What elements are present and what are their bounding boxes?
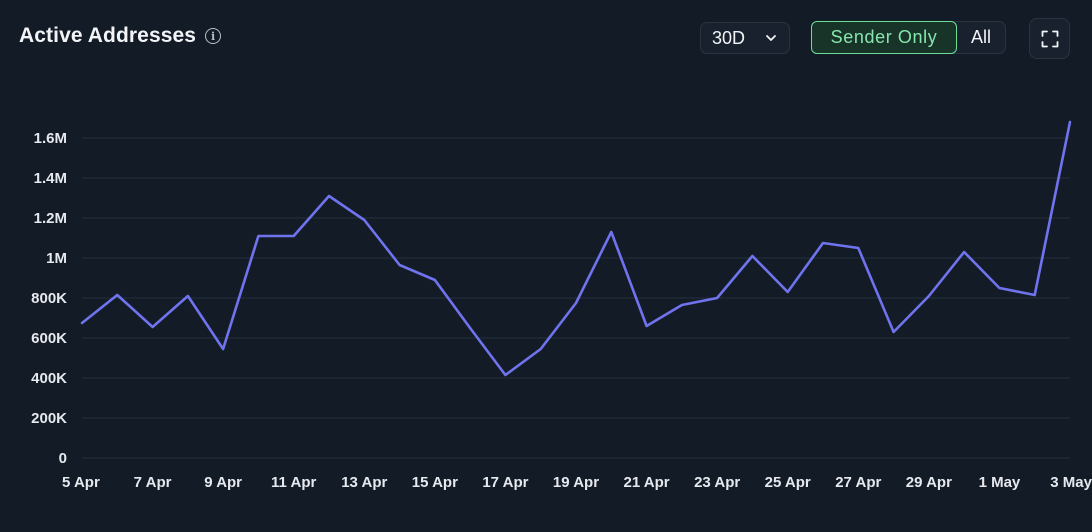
data-point[interactable] xyxy=(217,343,229,355)
data-point[interactable] xyxy=(464,322,476,334)
expand-icon xyxy=(1041,30,1058,47)
data-point[interactable] xyxy=(535,343,547,355)
data-point[interactable] xyxy=(993,282,1005,294)
data-point[interactable] xyxy=(182,290,194,302)
data-point[interactable] xyxy=(746,250,758,262)
data-point[interactable] xyxy=(711,292,723,304)
y-tick-label: 1.6M xyxy=(34,130,67,147)
x-tick-label: 29 Apr xyxy=(906,474,952,491)
data-point[interactable] xyxy=(1029,289,1041,301)
data-point[interactable] xyxy=(323,190,335,202)
x-tick-label: 9 Apr xyxy=(204,474,242,491)
fullscreen-button[interactable] xyxy=(1029,18,1070,59)
y-tick-label: 0 xyxy=(59,450,67,467)
series-layer xyxy=(76,116,1076,381)
data-point[interactable] xyxy=(252,230,264,242)
x-tick-label: 23 Apr xyxy=(694,474,740,491)
toggle-sender-only[interactable]: Sender Only xyxy=(811,21,957,54)
x-tick-label: 21 Apr xyxy=(624,474,670,491)
y-axis-tick-labels: 0 200K 400K 600K 800K 1M 1.2M 1.4M 1.6M xyxy=(31,130,67,467)
chart-title-text: Active Addresses xyxy=(19,24,197,47)
data-point[interactable] xyxy=(923,290,935,302)
x-tick-label: 13 Apr xyxy=(341,474,387,491)
data-point[interactable] xyxy=(852,242,864,254)
y-tick-label: 1.4M xyxy=(34,170,67,187)
toggle-all[interactable]: All xyxy=(970,27,991,47)
address-filter-toggle: Sender Only All xyxy=(811,21,1006,54)
data-point[interactable] xyxy=(605,226,617,238)
x-axis-tick-labels: 5 Apr 7 Apr 9 Apr 11 Apr 13 Apr 15 Apr 17 Apr 1… xyxy=(62,474,1092,491)
x-tick-label: 5 Apr xyxy=(62,474,100,491)
y-tick-label: 400K xyxy=(31,370,67,387)
data-point[interactable] xyxy=(429,274,441,286)
data-point[interactable] xyxy=(499,369,511,381)
data-point[interactable] xyxy=(958,246,970,258)
data-point[interactable] xyxy=(1064,116,1076,128)
x-tick-label: 19 Apr xyxy=(553,474,599,491)
y-tick-label: 600K xyxy=(31,330,67,347)
data-point[interactable] xyxy=(358,214,370,226)
x-tick-label: 3 May xyxy=(1050,474,1092,491)
chart-title: Active Addresses i xyxy=(19,24,222,48)
grid-lines xyxy=(82,137,1070,459)
x-tick-label: 25 Apr xyxy=(765,474,811,491)
data-point[interactable] xyxy=(782,286,794,298)
y-tick-label: 200K xyxy=(31,410,67,427)
data-point[interactable] xyxy=(817,237,829,249)
chart-header: Active Addresses i 30D Sender Only All xyxy=(0,0,1092,80)
chevron-down-icon xyxy=(766,35,776,41)
y-tick-label: 800K xyxy=(31,290,67,307)
time-range-dropdown[interactable]: 30D xyxy=(700,22,790,54)
data-point[interactable] xyxy=(394,259,406,271)
data-point[interactable] xyxy=(570,297,582,309)
data-point[interactable] xyxy=(76,317,88,329)
data-point[interactable] xyxy=(888,326,900,338)
x-tick-label: 7 Apr xyxy=(134,474,172,491)
data-point[interactable] xyxy=(147,321,159,333)
x-tick-label: 1 May xyxy=(979,474,1021,491)
data-point[interactable] xyxy=(111,289,123,301)
y-tick-label: 1M xyxy=(46,250,67,267)
x-tick-label: 27 Apr xyxy=(835,474,881,491)
y-tick-label: 1.2M xyxy=(34,210,67,227)
info-icon[interactable]: i xyxy=(205,28,222,44)
data-point[interactable] xyxy=(641,320,653,332)
time-range-value: 30D xyxy=(712,27,746,48)
data-point[interactable] xyxy=(676,299,688,311)
series-line xyxy=(80,120,1072,377)
x-tick-label: 11 Apr xyxy=(271,474,316,491)
data-point[interactable] xyxy=(288,230,300,242)
x-tick-label: 17 Apr xyxy=(482,474,528,491)
x-tick-label: 15 Apr xyxy=(412,474,458,491)
